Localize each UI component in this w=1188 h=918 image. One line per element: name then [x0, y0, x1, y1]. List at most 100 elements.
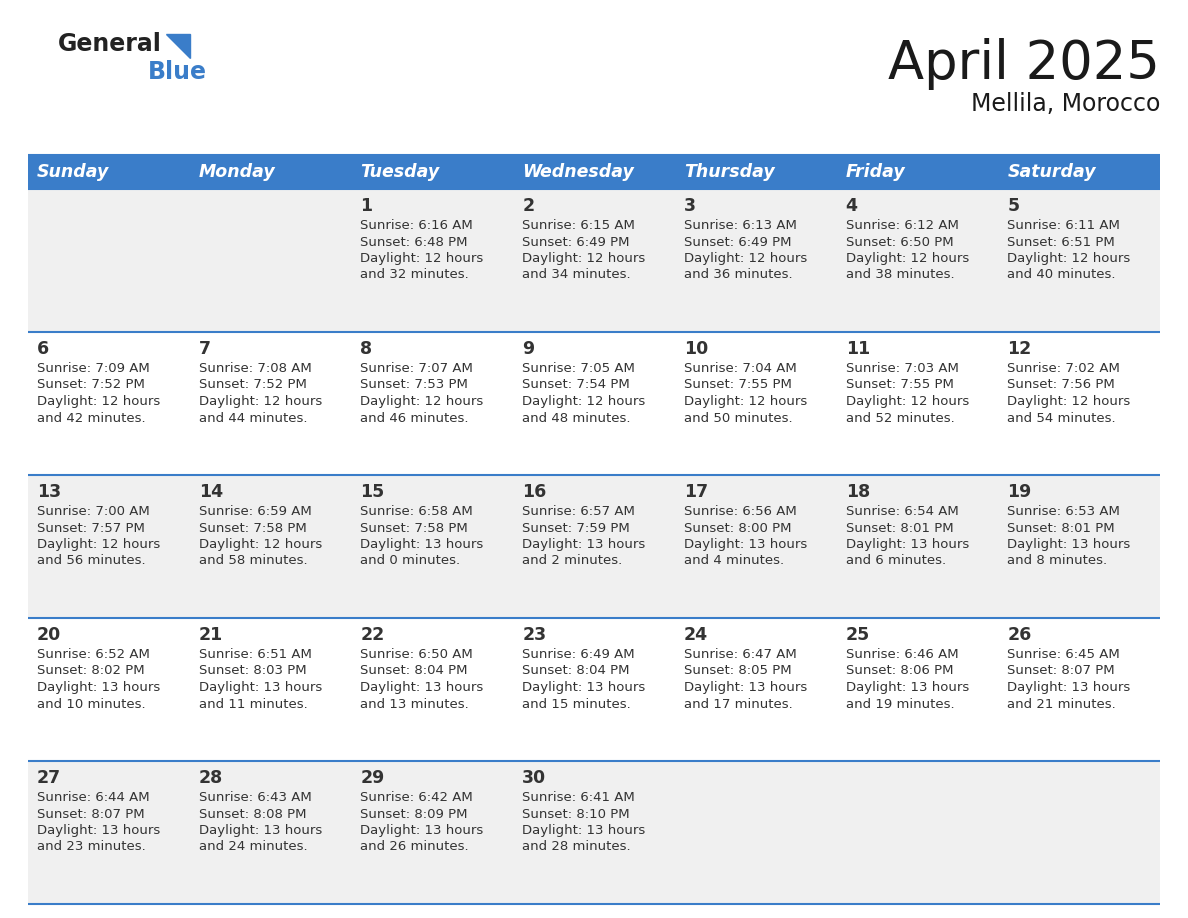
Text: Blue: Blue: [148, 60, 207, 84]
Text: Daylight: 12 hours: Daylight: 12 hours: [360, 252, 484, 265]
Text: and 46 minutes.: and 46 minutes.: [360, 411, 469, 424]
Bar: [29, 332, 190, 475]
Text: Friday: Friday: [846, 163, 905, 181]
Text: Sunset: 7:58 PM: Sunset: 7:58 PM: [198, 521, 307, 534]
Text: Daylight: 13 hours: Daylight: 13 hours: [198, 824, 322, 837]
Text: Sunrise: 6:51 AM: Sunrise: 6:51 AM: [198, 648, 311, 661]
Text: 13: 13: [37, 483, 61, 501]
Text: and 19 minutes.: and 19 minutes.: [846, 698, 954, 711]
Text: Sunrise: 6:13 AM: Sunrise: 6:13 AM: [684, 219, 797, 232]
Text: Sunset: 7:55 PM: Sunset: 7:55 PM: [684, 378, 791, 391]
Polygon shape: [166, 34, 190, 58]
Text: and 50 minutes.: and 50 minutes.: [684, 411, 792, 424]
Text: Sunset: 7:57 PM: Sunset: 7:57 PM: [37, 521, 145, 534]
Text: 22: 22: [360, 626, 385, 644]
Bar: [352, 155, 513, 189]
Text: Sunset: 8:04 PM: Sunset: 8:04 PM: [523, 665, 630, 677]
Text: Sunrise: 7:03 AM: Sunrise: 7:03 AM: [846, 362, 959, 375]
Text: Sunset: 8:05 PM: Sunset: 8:05 PM: [684, 665, 791, 677]
Text: 21: 21: [198, 626, 223, 644]
Bar: [836, 155, 998, 189]
Text: Daylight: 13 hours: Daylight: 13 hours: [523, 538, 645, 551]
Text: and 0 minutes.: and 0 minutes.: [360, 554, 461, 567]
Text: Daylight: 12 hours: Daylight: 12 hours: [198, 538, 322, 551]
Text: Monday: Monday: [198, 163, 276, 181]
Text: Daylight: 12 hours: Daylight: 12 hours: [198, 395, 322, 408]
Bar: [675, 618, 836, 761]
Text: Daylight: 13 hours: Daylight: 13 hours: [37, 681, 160, 694]
Text: Sunset: 8:06 PM: Sunset: 8:06 PM: [846, 665, 953, 677]
Text: Daylight: 12 hours: Daylight: 12 hours: [1007, 252, 1131, 265]
Text: Sunrise: 6:57 AM: Sunrise: 6:57 AM: [523, 505, 636, 518]
Text: Daylight: 12 hours: Daylight: 12 hours: [1007, 395, 1131, 408]
Bar: [998, 618, 1159, 761]
Text: and 32 minutes.: and 32 minutes.: [360, 268, 469, 282]
Text: Sunset: 7:59 PM: Sunset: 7:59 PM: [523, 521, 630, 534]
Text: Sunset: 8:01 PM: Sunset: 8:01 PM: [1007, 521, 1114, 534]
Text: Sunrise: 6:59 AM: Sunrise: 6:59 AM: [198, 505, 311, 518]
Text: and 28 minutes.: and 28 minutes.: [523, 841, 631, 854]
Text: 16: 16: [523, 483, 546, 501]
Text: 7: 7: [198, 340, 210, 358]
Text: Sunrise: 6:44 AM: Sunrise: 6:44 AM: [37, 791, 150, 804]
Text: 11: 11: [846, 340, 870, 358]
Text: Daylight: 13 hours: Daylight: 13 hours: [846, 681, 969, 694]
Text: Sunset: 6:50 PM: Sunset: 6:50 PM: [846, 236, 953, 249]
Text: Daylight: 13 hours: Daylight: 13 hours: [684, 538, 807, 551]
Text: 15: 15: [360, 483, 385, 501]
Text: and 58 minutes.: and 58 minutes.: [198, 554, 308, 567]
Text: Wednesday: Wednesday: [523, 163, 634, 181]
Text: and 15 minutes.: and 15 minutes.: [523, 698, 631, 711]
Text: Daylight: 12 hours: Daylight: 12 hours: [37, 395, 160, 408]
Bar: [513, 761, 675, 904]
Bar: [998, 332, 1159, 475]
Bar: [836, 332, 998, 475]
Text: Daylight: 13 hours: Daylight: 13 hours: [523, 824, 645, 837]
Text: 25: 25: [846, 626, 870, 644]
Bar: [352, 475, 513, 618]
Text: Sunset: 8:01 PM: Sunset: 8:01 PM: [846, 521, 953, 534]
Bar: [29, 475, 190, 618]
Text: Daylight: 12 hours: Daylight: 12 hours: [846, 395, 969, 408]
Text: 4: 4: [846, 197, 858, 215]
Text: Sunrise: 6:56 AM: Sunrise: 6:56 AM: [684, 505, 797, 518]
Text: Daylight: 13 hours: Daylight: 13 hours: [1007, 538, 1131, 551]
Text: Daylight: 12 hours: Daylight: 12 hours: [684, 395, 807, 408]
Text: Daylight: 13 hours: Daylight: 13 hours: [523, 681, 645, 694]
Text: 9: 9: [523, 340, 535, 358]
Text: and 56 minutes.: and 56 minutes.: [37, 554, 146, 567]
Text: Sunrise: 7:02 AM: Sunrise: 7:02 AM: [1007, 362, 1120, 375]
Text: Sunrise: 7:05 AM: Sunrise: 7:05 AM: [523, 362, 636, 375]
Text: 23: 23: [523, 626, 546, 644]
Text: and 10 minutes.: and 10 minutes.: [37, 698, 146, 711]
Text: and 52 minutes.: and 52 minutes.: [846, 411, 954, 424]
Text: and 36 minutes.: and 36 minutes.: [684, 268, 792, 282]
Text: Daylight: 12 hours: Daylight: 12 hours: [846, 252, 969, 265]
Text: and 4 minutes.: and 4 minutes.: [684, 554, 784, 567]
Text: Sunset: 7:58 PM: Sunset: 7:58 PM: [360, 521, 468, 534]
Text: 14: 14: [198, 483, 223, 501]
Text: Sunrise: 6:54 AM: Sunrise: 6:54 AM: [846, 505, 959, 518]
Text: Sunset: 7:56 PM: Sunset: 7:56 PM: [1007, 378, 1116, 391]
Bar: [29, 618, 190, 761]
Text: Sunrise: 6:49 AM: Sunrise: 6:49 AM: [523, 648, 634, 661]
Text: Sunset: 8:03 PM: Sunset: 8:03 PM: [198, 665, 307, 677]
Text: 6: 6: [37, 340, 49, 358]
Bar: [998, 155, 1159, 189]
Text: and 8 minutes.: and 8 minutes.: [1007, 554, 1107, 567]
Text: Sunset: 6:48 PM: Sunset: 6:48 PM: [360, 236, 468, 249]
Bar: [190, 332, 352, 475]
Text: 24: 24: [684, 626, 708, 644]
Text: and 48 minutes.: and 48 minutes.: [523, 411, 631, 424]
Bar: [513, 332, 675, 475]
Text: Sunrise: 6:47 AM: Sunrise: 6:47 AM: [684, 648, 797, 661]
Text: Sunset: 6:49 PM: Sunset: 6:49 PM: [523, 236, 630, 249]
Text: Sunrise: 6:42 AM: Sunrise: 6:42 AM: [360, 791, 473, 804]
Text: Sunrise: 6:16 AM: Sunrise: 6:16 AM: [360, 219, 473, 232]
Text: 26: 26: [1007, 626, 1031, 644]
Text: Sunrise: 7:09 AM: Sunrise: 7:09 AM: [37, 362, 150, 375]
Text: Sunset: 8:02 PM: Sunset: 8:02 PM: [37, 665, 145, 677]
Text: and 42 minutes.: and 42 minutes.: [37, 411, 146, 424]
Text: and 38 minutes.: and 38 minutes.: [846, 268, 954, 282]
Text: and 34 minutes.: and 34 minutes.: [523, 268, 631, 282]
